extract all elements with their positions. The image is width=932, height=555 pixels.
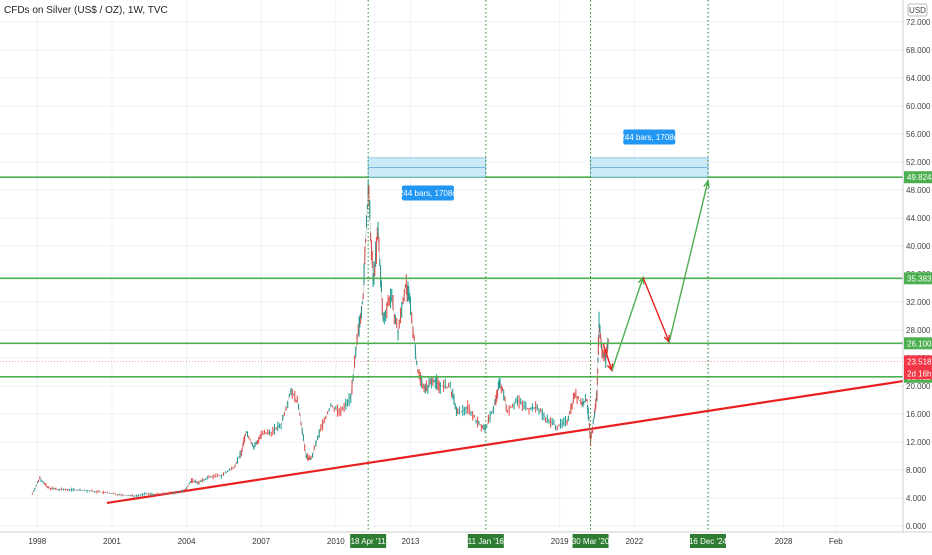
projection-layer	[602, 179, 710, 373]
x-tick-label: 2010	[327, 537, 345, 546]
date-marker-label: 16 Dec '24	[689, 537, 728, 546]
y-tick-label: 48.000	[906, 186, 931, 195]
date-range-label-box	[401, 185, 454, 201]
y-tick-label: 4.000	[906, 494, 927, 503]
x-tick-label: 2028	[775, 537, 793, 546]
level-price-label: 49.824	[907, 173, 932, 182]
y-tick-label: 60.000	[906, 102, 931, 111]
y-tick-label: 32.000	[906, 298, 931, 307]
support-trendline	[106, 380, 904, 504]
currency-badge[interactable]	[907, 3, 928, 17]
current-price-tag	[904, 355, 932, 380]
projection-arrow-line	[668, 180, 709, 343]
date-marker-tag	[467, 534, 504, 548]
date-marker-label: 18 Apr '11	[351, 537, 387, 546]
current-price-label: 23.518	[907, 357, 932, 366]
y-tick-label: 52.000	[906, 158, 931, 167]
x-tick-label: 2007	[252, 537, 270, 546]
date-marker-label: 11 Jan '16	[468, 537, 505, 546]
date-marker-tag	[689, 534, 726, 548]
y-tick-label: 20.000	[906, 382, 931, 391]
price-series-layer	[31, 179, 609, 498]
projection-arrow-line	[602, 343, 613, 371]
date-markers: 18 Apr '11 11 Jan '16 30 Mar '20 16 Dec '24	[350, 0, 728, 548]
date-marker-tag	[572, 534, 609, 548]
date-marker-label: 30 Mar '20	[572, 537, 610, 546]
date-range-label-box	[623, 129, 676, 145]
bar-countdown-label: 2d 16h	[907, 369, 931, 378]
y-tick-label: 68.000	[906, 46, 931, 55]
date-range-label: 244 bars, 1708d	[399, 189, 457, 198]
level-price-label: 35.383	[907, 274, 932, 283]
x-tick-label: 2013	[402, 537, 420, 546]
level-price-tag	[904, 171, 932, 184]
x-tick-label: 2004	[178, 537, 196, 546]
projection-arrow-line	[611, 277, 644, 371]
date-marker-tag	[350, 534, 387, 548]
y-tick-label: 56.000	[906, 130, 931, 139]
projection-arrow-line	[642, 277, 670, 343]
currency-label: USD	[909, 6, 926, 15]
y-tick-label: 28.000	[906, 326, 931, 335]
date-range-label: 244 bars, 1708d	[620, 133, 678, 142]
price-line	[32, 186, 609, 497]
level-price-tag	[904, 337, 932, 350]
y-tick-label: 64.000	[906, 74, 931, 83]
level-price-label: 26.100	[907, 339, 932, 348]
y-tick-label: 44.000	[906, 214, 931, 223]
y-tick-label: 12.000	[906, 438, 931, 447]
trendline-layer	[106, 380, 904, 504]
x-tick-label: 2022	[625, 537, 643, 546]
x-tick-label: Feb	[829, 537, 843, 546]
level-price-tag	[904, 272, 932, 285]
y-tick-label: 40.000	[906, 242, 931, 251]
x-tick-label: 2001	[103, 537, 121, 546]
y-tick-label: 16.000	[906, 410, 931, 419]
chart-title: CFDs on Silver (US$ / OZ), 1W, TVC	[4, 5, 168, 16]
y-tick-label: 72.000	[906, 18, 931, 27]
grid-layer	[0, 0, 903, 532]
y-tick-label: 8.000	[906, 466, 927, 475]
x-tick-label: 1998	[28, 537, 46, 546]
x-tick-label: 2019	[551, 537, 569, 546]
y-tick-label: 0.000	[906, 522, 927, 531]
measure-layer: 244 bars, 1708d 244 bars, 1708d	[367, 129, 709, 201]
